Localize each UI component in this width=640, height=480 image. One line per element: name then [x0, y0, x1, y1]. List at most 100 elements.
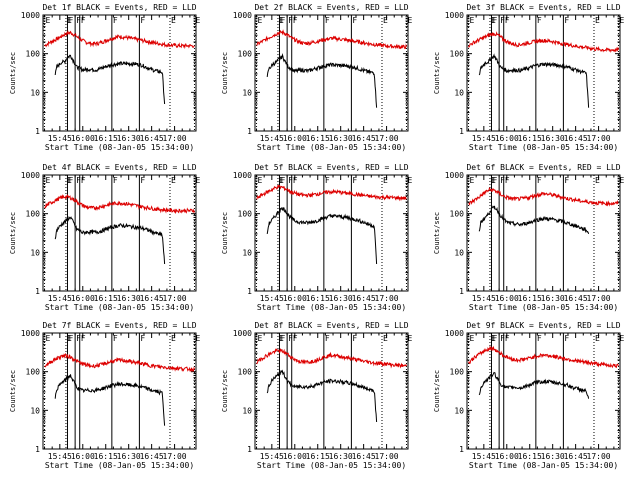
- marker-label: F: [537, 334, 542, 343]
- panel-4: Det 4f BLACK = Events, RED = LLD 1 10 100 10…: [9, 163, 200, 312]
- marker-label: E: [195, 334, 200, 343]
- x-tick-label: 16:15: [306, 294, 330, 303]
- y-axis-label: Counts/sec: [433, 370, 441, 412]
- marker-label: E: [279, 176, 284, 185]
- x-tick-label: 16:00: [283, 134, 307, 143]
- marker-label: E: [595, 334, 600, 343]
- y-axis-label: Counts/sec: [433, 52, 441, 94]
- plot-frame: [42, 14, 197, 132]
- marker-label: F: [325, 334, 330, 343]
- y-tick-label: 100: [26, 210, 41, 219]
- marker-label: E: [619, 334, 624, 343]
- panel-title: Det 9f BLACK = Events, RED = LLD: [466, 321, 620, 330]
- marker-label: E: [407, 176, 412, 185]
- marker-label: F: [76, 16, 81, 25]
- y-tick-label: 1: [35, 287, 40, 296]
- x-tick-label: 16:45: [352, 294, 376, 303]
- x-tick-label: 16:00: [283, 452, 307, 461]
- lld-rate-line: [256, 29, 407, 50]
- y-tick-label: 100: [26, 50, 41, 59]
- marker-label: F: [288, 334, 293, 343]
- lld-rate-line: [44, 29, 195, 50]
- marker-label: F: [293, 176, 298, 185]
- x-tick-label: 16:45: [564, 134, 588, 143]
- x-tick-label: 15:45: [472, 134, 496, 143]
- panel-5: Det 5f BLACK = Events, RED = LLD 1 10 100 10…: [221, 163, 412, 312]
- x-tick-label: 16:00: [71, 134, 95, 143]
- y-axis-label: Counts/sec: [9, 52, 17, 94]
- y-axis-label: Counts/sec: [221, 52, 229, 94]
- y-tick-label: 10: [454, 406, 464, 415]
- marker-label: E: [67, 16, 72, 25]
- y-tick-label: 1: [459, 287, 464, 296]
- marker-label: E: [279, 16, 284, 25]
- marker-label: E: [595, 16, 600, 25]
- panel-6: Det 6f BLACK = Events, RED = LLD 1 10 100 10…: [433, 163, 624, 312]
- y-tick-label: 1: [247, 445, 252, 454]
- x-tick-label: 15:45: [260, 452, 284, 461]
- marker-label: F: [492, 176, 497, 185]
- y-axis-label: Counts/sec: [9, 212, 17, 254]
- marker-label: E: [67, 334, 72, 343]
- marker-label: E: [46, 334, 51, 343]
- y-axis-label: Counts/sec: [9, 370, 17, 412]
- y-tick-label: 1000: [445, 329, 464, 338]
- marker-label: F: [537, 176, 542, 185]
- plot-frame: [254, 332, 409, 450]
- events-rate-line: [478, 205, 590, 235]
- x-axis-label: Start Time (08-Jan-05 15:34:00): [469, 303, 618, 312]
- x-tick-label: 16:30: [117, 134, 141, 143]
- y-tick-label: 100: [450, 50, 465, 59]
- marker-label: F: [140, 16, 145, 25]
- plot-frame: [42, 174, 197, 292]
- y-tick-label: 10: [242, 248, 252, 257]
- x-tick-label: 17:00: [587, 134, 611, 143]
- marker-label: F: [280, 334, 285, 343]
- panel-title: Det 6f BLACK = Events, RED = LLD: [466, 163, 620, 172]
- marker-label: F: [505, 16, 510, 25]
- marker-label: E: [46, 16, 51, 25]
- marker-label: E: [383, 16, 388, 25]
- x-tick-label: 15:45: [472, 452, 496, 461]
- x-tick-label: 16:15: [306, 134, 330, 143]
- y-tick-label: 1000: [445, 11, 464, 20]
- y-tick-label: 1000: [233, 171, 252, 180]
- lld-rate-line: [256, 184, 407, 202]
- x-axis-label: Start Time (08-Jan-05 15:34:00): [469, 143, 618, 152]
- plot-frame: [254, 174, 409, 292]
- y-tick-label: 100: [450, 210, 465, 219]
- marker-label: F: [280, 16, 285, 25]
- x-tick-label: 15:45: [48, 294, 72, 303]
- x-tick-label: 16:30: [329, 452, 353, 461]
- lld-rate-line: [468, 31, 619, 53]
- x-tick-label: 15:45: [48, 134, 72, 143]
- events-rate-line: [478, 53, 590, 108]
- marker-label: E: [171, 16, 176, 25]
- plot-frame: [254, 14, 409, 132]
- lld-rate-line: [468, 187, 619, 207]
- marker-label: E: [46, 176, 51, 185]
- marker-label: F: [492, 16, 497, 25]
- panel-title: Det 2f BLACK = Events, RED = LLD: [254, 3, 408, 12]
- marker-label: F: [352, 334, 357, 343]
- marker-label: E: [595, 176, 600, 185]
- events-rate-line: [266, 369, 378, 423]
- y-tick-label: 10: [30, 88, 40, 97]
- y-tick-label: 1000: [445, 171, 464, 180]
- y-tick-label: 10: [30, 406, 40, 415]
- x-tick-label: 17:00: [587, 294, 611, 303]
- marker-label: F: [68, 16, 73, 25]
- x-tick-label: 16:45: [564, 294, 588, 303]
- marker-label: F: [492, 334, 497, 343]
- y-axis-label: Counts/sec: [221, 212, 229, 254]
- y-tick-label: 100: [238, 50, 253, 59]
- marker-label: F: [500, 334, 505, 343]
- x-tick-label: 16:30: [329, 134, 353, 143]
- x-tick-label: 16:45: [140, 452, 164, 461]
- marker-label: E: [407, 16, 412, 25]
- marker-label: F: [537, 16, 542, 25]
- panel-title: Det 4f BLACK = Events, RED = LLD: [42, 163, 196, 172]
- marker-label: F: [288, 16, 293, 25]
- y-tick-label: 1: [247, 287, 252, 296]
